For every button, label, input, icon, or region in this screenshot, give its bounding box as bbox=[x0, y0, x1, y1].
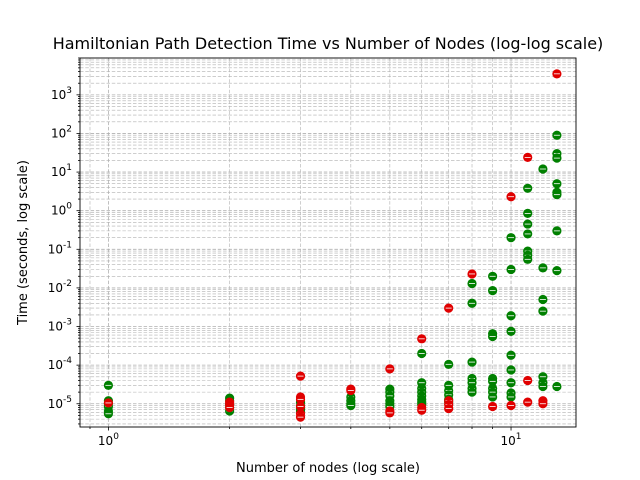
grid-lines bbox=[80, 57, 576, 427]
data-point bbox=[488, 392, 498, 402]
data-point bbox=[538, 294, 548, 305]
data-point bbox=[552, 153, 562, 163]
data-point bbox=[103, 398, 114, 408]
data-point bbox=[552, 69, 562, 79]
y-tick-label: 10-3 bbox=[48, 318, 72, 334]
data-point bbox=[295, 371, 306, 381]
y-tick-label: 100 bbox=[51, 202, 72, 218]
data-point bbox=[523, 183, 533, 193]
data-point bbox=[506, 378, 516, 388]
data-point bbox=[417, 334, 427, 344]
data-points bbox=[103, 69, 562, 422]
data-point bbox=[346, 385, 356, 396]
data-point bbox=[538, 381, 548, 392]
data-point bbox=[523, 254, 533, 264]
data-point bbox=[506, 392, 516, 402]
y-tick-label: 10-5 bbox=[48, 395, 72, 411]
x-axis-label: Number of nodes (log scale) bbox=[236, 461, 420, 476]
data-point bbox=[444, 359, 454, 369]
data-point bbox=[523, 208, 533, 219]
data-point bbox=[103, 409, 114, 419]
x-tick-label: 100 bbox=[98, 432, 119, 448]
data-point bbox=[538, 399, 548, 409]
data-point bbox=[444, 403, 454, 414]
data-point bbox=[506, 400, 516, 411]
data-point bbox=[103, 380, 114, 390]
data-point bbox=[417, 405, 427, 415]
data-point bbox=[506, 326, 516, 336]
data-point bbox=[523, 219, 533, 229]
data-point bbox=[552, 266, 562, 276]
plot-frame bbox=[79, 57, 577, 428]
data-point bbox=[488, 286, 498, 296]
y-tick-label: 101 bbox=[51, 163, 72, 179]
y-tick-label: 10-4 bbox=[48, 356, 73, 372]
data-point bbox=[488, 331, 498, 342]
data-point bbox=[506, 192, 516, 202]
data-point bbox=[538, 164, 548, 174]
data-point bbox=[506, 233, 516, 243]
data-point bbox=[225, 402, 235, 413]
data-point bbox=[295, 394, 306, 404]
data-point bbox=[523, 397, 533, 407]
data-point bbox=[295, 412, 306, 422]
data-point bbox=[552, 179, 562, 189]
x-tick-label: 101 bbox=[501, 432, 522, 448]
data-point bbox=[467, 387, 477, 397]
y-axis-label: Time (seconds, log scale) bbox=[16, 160, 31, 326]
data-point bbox=[538, 263, 548, 273]
data-point bbox=[552, 381, 562, 392]
data-point bbox=[444, 303, 454, 313]
y-tick-label: 103 bbox=[51, 86, 72, 102]
data-point bbox=[523, 375, 533, 386]
data-point bbox=[488, 401, 498, 412]
y-tick-label: 102 bbox=[51, 124, 72, 140]
data-point bbox=[506, 350, 516, 360]
y-tick-label: 10-1 bbox=[48, 240, 72, 256]
data-point bbox=[506, 311, 516, 321]
data-point bbox=[346, 400, 356, 411]
axis-ticks: 100 101 10-5 10-4 10-3 10-2 10-1 100 101 102 103 bbox=[48, 57, 522, 448]
data-point bbox=[552, 190, 562, 200]
data-point bbox=[467, 278, 477, 289]
data-point bbox=[385, 364, 395, 374]
data-point bbox=[488, 376, 498, 386]
data-point bbox=[488, 271, 498, 281]
chart-title: Hamiltonian Path Detection Time vs Numbe… bbox=[53, 34, 604, 53]
data-point bbox=[467, 269, 477, 279]
data-point bbox=[295, 401, 306, 412]
data-point bbox=[417, 348, 427, 359]
data-point bbox=[385, 408, 395, 418]
data-point bbox=[538, 306, 548, 316]
data-point bbox=[467, 357, 477, 367]
y-tick-label: 10-2 bbox=[48, 279, 72, 295]
data-point bbox=[523, 152, 533, 162]
data-point bbox=[506, 264, 516, 275]
data-point bbox=[552, 130, 562, 140]
data-point bbox=[506, 365, 516, 375]
data-point bbox=[552, 226, 562, 236]
data-point bbox=[523, 229, 533, 239]
data-point bbox=[467, 298, 477, 308]
